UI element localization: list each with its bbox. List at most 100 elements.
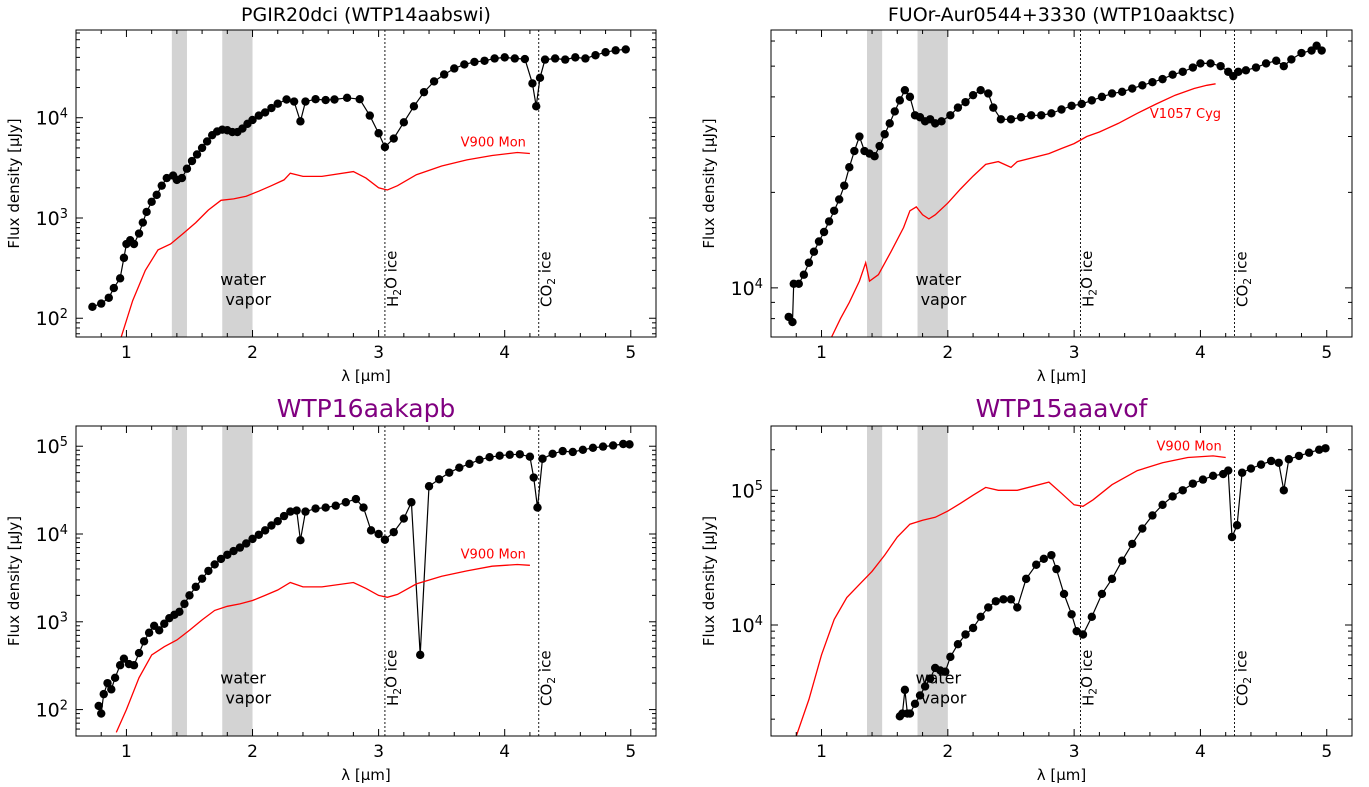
data-point	[260, 108, 270, 117]
ice-label: H2​O ice	[1078, 251, 1100, 307]
water-vapor-band	[866, 30, 883, 337]
data-point	[991, 597, 1001, 606]
data-point	[890, 107, 899, 116]
data-point	[976, 85, 985, 95]
data-point	[147, 197, 156, 207]
water-vapor-label: water vapor	[916, 668, 967, 707]
data-point	[229, 546, 238, 556]
data-point	[845, 163, 854, 172]
plot-frame	[75, 29, 657, 338]
data-point	[409, 102, 419, 111]
ice-label: H2​O ice	[383, 251, 405, 307]
data-point	[330, 95, 339, 104]
x-tick-label: 1	[121, 742, 132, 762]
data-point	[915, 691, 925, 700]
data-point	[538, 454, 547, 463]
x-tick-label: 5	[1321, 343, 1332, 363]
data-point	[840, 181, 849, 190]
y-axis-label: Flux density [μJy]	[5, 516, 23, 646]
data-point	[1052, 564, 1061, 574]
data-point	[424, 482, 434, 491]
data-point	[968, 623, 978, 633]
data-point	[937, 117, 946, 126]
plot-area	[784, 30, 1326, 337]
data-point	[561, 55, 570, 64]
data-point	[855, 132, 864, 141]
data-point	[1148, 77, 1157, 87]
data-point	[465, 459, 474, 469]
data-point	[1206, 59, 1215, 68]
x-tick-label: 3	[373, 343, 384, 363]
data-point	[242, 539, 251, 548]
water-vapor-label: water vapor	[220, 270, 271, 309]
y-tick-label: 103​	[36, 207, 68, 230]
data-point	[1047, 109, 1056, 118]
data-point	[520, 54, 530, 64]
data-point	[94, 701, 103, 711]
data-point	[880, 130, 889, 139]
data-point	[1026, 111, 1036, 120]
water-vapor-band	[171, 426, 187, 736]
data-point	[1188, 63, 1198, 72]
data-point	[374, 129, 383, 138]
data-point	[389, 134, 398, 143]
chart-title: PGIR20dci (WTP14aabswi)	[241, 4, 491, 26]
data-point	[490, 54, 499, 63]
data-point	[1057, 105, 1066, 114]
data-point	[439, 70, 449, 79]
data-point	[455, 463, 464, 472]
data-point	[533, 503, 542, 512]
chart-panel-p4: V900 Mon water vapor H2​O ice CO2​ ice 1 2 3 4 5…	[700, 394, 1353, 784]
data-point	[1138, 81, 1147, 90]
x-tick-label: 3	[1069, 742, 1080, 762]
data-point	[115, 661, 125, 670]
data-point	[185, 591, 194, 600]
data-point	[495, 451, 504, 460]
data-point	[355, 95, 364, 104]
data-point	[301, 97, 310, 106]
template-label: V900 Mon	[461, 547, 526, 562]
data-point	[1216, 61, 1225, 71]
data-point	[160, 619, 169, 628]
data-point	[824, 217, 834, 226]
chart-panel-p2: V1057 Cyg water vapor H2​O ice CO2​ ice 1 2 3 4…	[700, 4, 1353, 385]
data-point	[961, 97, 970, 107]
data-point	[1188, 479, 1198, 488]
data-point	[1297, 48, 1306, 58]
x-tick-label: 2	[247, 742, 258, 762]
data-point	[989, 103, 998, 112]
data-point	[1227, 532, 1237, 542]
data-point	[399, 514, 409, 523]
x-tick-label: 4	[1195, 742, 1206, 762]
data-point	[1107, 574, 1117, 584]
data-point	[1304, 448, 1314, 457]
data-point	[799, 270, 809, 279]
y-tick-label: 104​	[36, 107, 68, 130]
data-point	[794, 279, 803, 288]
ice-label: H2​O ice	[383, 650, 405, 706]
data-point	[875, 141, 884, 151]
data-point	[1107, 89, 1117, 98]
data-point	[192, 150, 202, 159]
chart-panel-p1: V900 Mon water vapor H2​O ice CO2​ ice 1 2 3 4 5…	[5, 4, 657, 385]
data-point	[510, 54, 519, 63]
data-point	[920, 682, 930, 691]
plot-frame	[770, 29, 1353, 338]
data-point	[925, 674, 935, 683]
data-point	[1006, 595, 1016, 604]
data-point	[1072, 626, 1081, 636]
x-tick-label: 4	[499, 343, 510, 363]
data-point	[529, 473, 538, 482]
data-point	[223, 550, 232, 559]
data-point	[399, 118, 409, 127]
data-point	[311, 504, 320, 513]
data-point	[568, 447, 577, 457]
data-point	[1158, 74, 1167, 84]
data-point	[996, 115, 1006, 124]
x-tick-label: 4	[499, 742, 510, 762]
data-point	[1117, 556, 1127, 565]
data-point	[1128, 539, 1137, 549]
data-point	[1078, 630, 1088, 639]
data-point	[601, 48, 610, 57]
